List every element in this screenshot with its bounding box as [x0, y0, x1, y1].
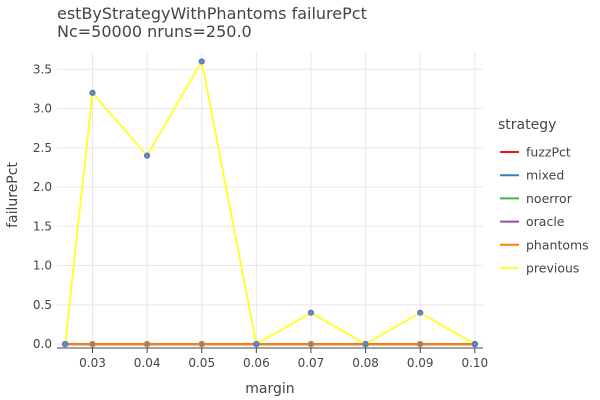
x-tick-label: 0.04: [134, 356, 161, 370]
legend-item-noerror[interactable]: noerror: [500, 191, 573, 206]
x-tick-label: 0.07: [298, 356, 325, 370]
x-axis-title: margin: [245, 381, 294, 397]
point-previous: [471, 340, 478, 348]
point-phantoms: [198, 340, 205, 348]
point-previous: [89, 89, 96, 96]
legend-label: oracle: [526, 214, 565, 229]
grid: [57, 52, 483, 348]
point-previous: [362, 340, 369, 348]
point-previous: [62, 340, 69, 348]
legend: strategy fuzzPct mixed noerror oracle phanto…: [498, 117, 589, 276]
x-tick-label: 0.05: [188, 356, 215, 370]
legend-item-fuzzPct[interactable]: fuzzPct: [500, 145, 571, 160]
y-tick-label: 1.5: [33, 219, 52, 233]
x-tick-label: 0.10: [461, 356, 488, 370]
x-tick-label: 0.06: [243, 356, 270, 370]
point-phantoms: [89, 340, 96, 348]
legend-item-mixed[interactable]: mixed: [500, 168, 564, 183]
legend-title: strategy: [498, 117, 556, 133]
series-phantoms: [62, 340, 478, 348]
legend-label: noerror: [526, 191, 573, 206]
point-previous: [307, 309, 315, 316]
chart-subtitle: Nc=50000 nruns=250.0: [57, 22, 252, 41]
x-tick-label: 0.09: [407, 356, 434, 370]
series-line-previous: [64, 60, 476, 346]
x-tick-label: 0.03: [79, 356, 106, 370]
legend-item-phantoms[interactable]: phantoms: [500, 237, 589, 252]
y-tick-label: 2.5: [33, 141, 52, 155]
series-previous: [62, 58, 478, 348]
point-previous: [144, 152, 151, 159]
y-tick-label: 3.0: [33, 102, 52, 116]
series: [62, 58, 478, 348]
point-phantoms: [417, 340, 424, 348]
legend-label: mixed: [526, 168, 564, 183]
y-tick-label: 2.0: [33, 180, 52, 194]
legend-label: phantoms: [526, 237, 589, 252]
point-phantoms: [144, 340, 151, 348]
point-previous: [253, 340, 260, 348]
y-axis-ticks: 0.0 0.5 1.0 1.5 2.0 2.5 3.0 3.5: [33, 62, 52, 351]
legend-item-previous[interactable]: previous: [500, 261, 579, 276]
chart-title: estByStrategyWithPhantoms failurePct: [57, 4, 367, 23]
point-previous: [198, 58, 205, 65]
y-axis-title: failurePct: [5, 162, 21, 228]
legend-item-oracle[interactable]: oracle: [500, 214, 565, 229]
y-tick-label: 0.5: [33, 298, 52, 312]
legend-label: fuzzPct: [526, 145, 571, 160]
point-phantoms: [307, 340, 315, 348]
point-previous: [417, 309, 424, 316]
y-tick-label: 1.0: [33, 259, 52, 273]
x-axis-ticks: 0.03 0.04 0.05 0.06 0.07 0.08 0.09 0.10: [79, 348, 488, 370]
y-tick-label: 0.0: [33, 337, 52, 351]
y-tick-label: 3.5: [33, 62, 52, 76]
legend-label: previous: [526, 261, 579, 276]
x-tick-label: 0.08: [352, 356, 379, 370]
